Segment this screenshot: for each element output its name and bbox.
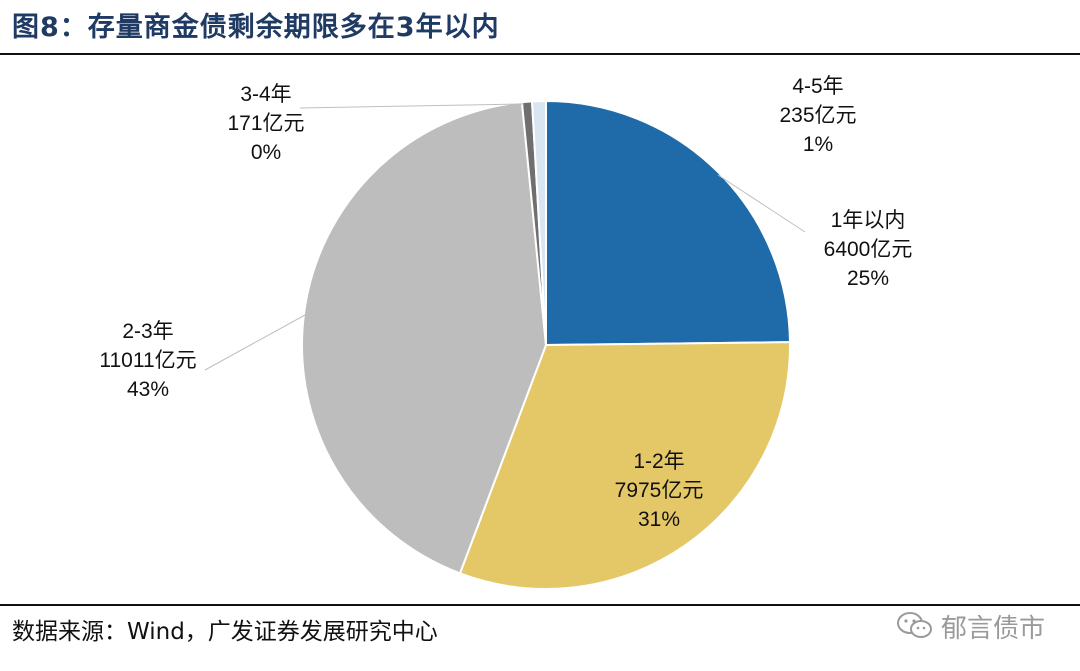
slice-label-2: 1-2年 7975亿元 31% bbox=[615, 450, 704, 531]
slice-category: 1年以内 bbox=[831, 209, 906, 232]
slice-label-4: 3-4年 171亿元 0% bbox=[227, 83, 304, 164]
slice-percent: 31% bbox=[638, 508, 680, 531]
slice-label-3: 2-3年 11011亿元 43% bbox=[99, 320, 196, 401]
bottom-divider bbox=[0, 604, 1080, 606]
page-title: 图8：存量商金债剩余期限多在3年以内 bbox=[12, 12, 500, 43]
slice-label-5: 4-5年 235亿元 1% bbox=[779, 75, 856, 156]
slice-category: 4-5年 bbox=[792, 75, 843, 98]
watermark: 郁言债市 bbox=[895, 606, 1045, 646]
pie-chart: 1年以内 6400亿元 25% 1-2年 7975亿元 31% 2-3年 11011亿元 43%… bbox=[99, 75, 913, 590]
pie-slice-5 bbox=[530, 99, 547, 346]
slice-value: 171亿元 bbox=[227, 112, 304, 135]
slice-percent: 1% bbox=[803, 133, 833, 156]
slice-value: 7975亿元 bbox=[615, 479, 704, 502]
slice-value: 235亿元 bbox=[779, 104, 856, 127]
slice-category: 3-4年 bbox=[240, 83, 291, 106]
leader-line-3 bbox=[204, 314, 306, 371]
watermark-text: 郁言债市 bbox=[941, 613, 1046, 644]
slice-percent: 0% bbox=[251, 141, 281, 164]
pie-slice-2 bbox=[458, 341, 791, 590]
slice-label-1: 1年以内 6400亿元 25% bbox=[824, 209, 913, 290]
slice-percent: 25% bbox=[847, 267, 889, 290]
slice-percent: 43% bbox=[127, 378, 169, 401]
slice-category: 2-3年 bbox=[122, 320, 173, 343]
slice-category: 1-2年 bbox=[633, 450, 684, 473]
pie-slice-1 bbox=[545, 99, 791, 347]
slice-value: 6400亿元 bbox=[824, 238, 913, 261]
wechat-icon bbox=[897, 612, 932, 638]
leader-line-4 bbox=[299, 103, 525, 109]
slice-value: 11011亿元 bbox=[99, 349, 196, 372]
top-divider bbox=[0, 53, 1080, 55]
pie-slice-3 bbox=[301, 101, 548, 575]
leader-line-1 bbox=[717, 174, 806, 233]
source-note: 数据来源：Wind，广发证券发展研究中心 bbox=[12, 619, 438, 645]
